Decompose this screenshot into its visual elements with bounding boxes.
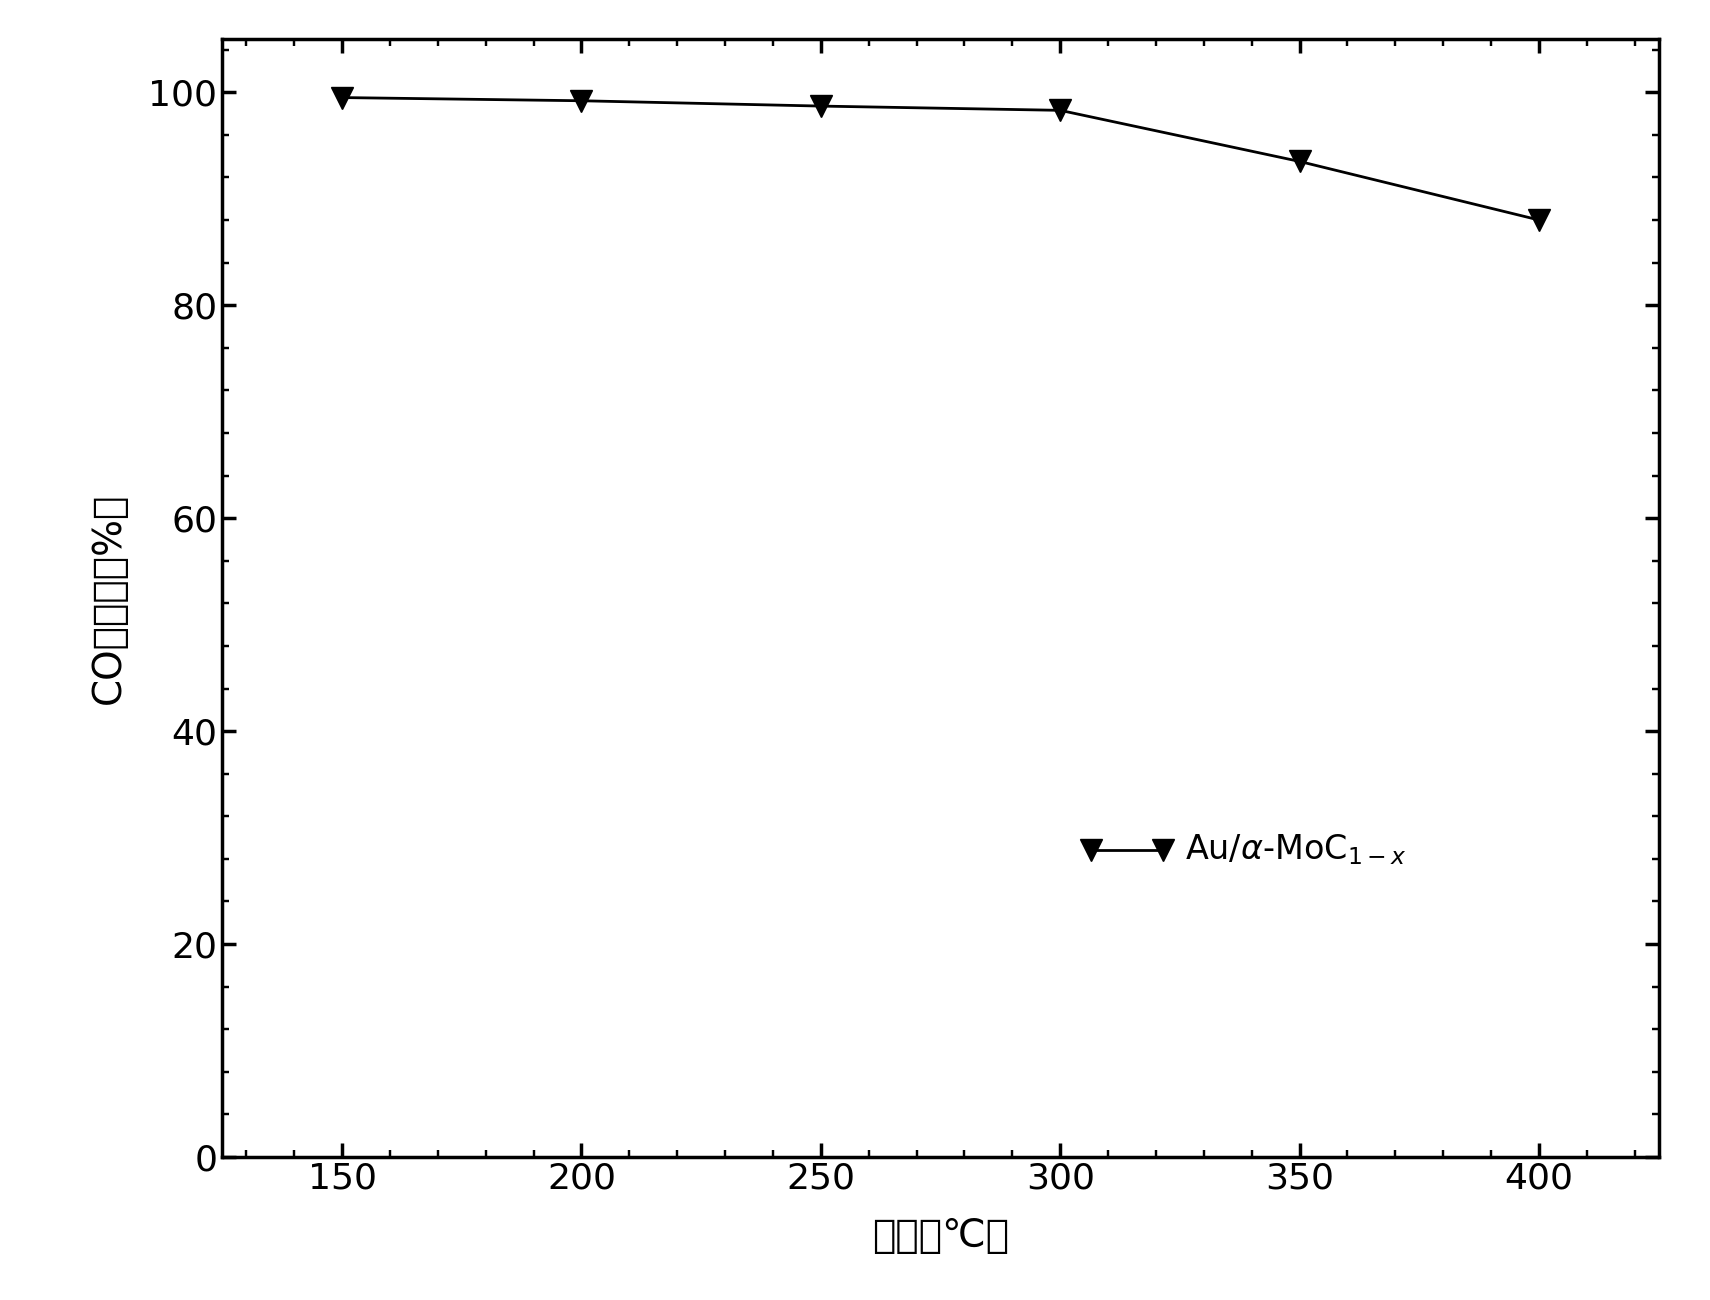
Text: Au/$\alpha$-MoC$_{1-x}$: Au/$\alpha$-MoC$_{1-x}$	[1185, 832, 1406, 867]
X-axis label: 温度（℃）: 温度（℃）	[872, 1217, 1009, 1254]
Y-axis label: CO转化率（%）: CO转化率（%）	[89, 493, 128, 703]
